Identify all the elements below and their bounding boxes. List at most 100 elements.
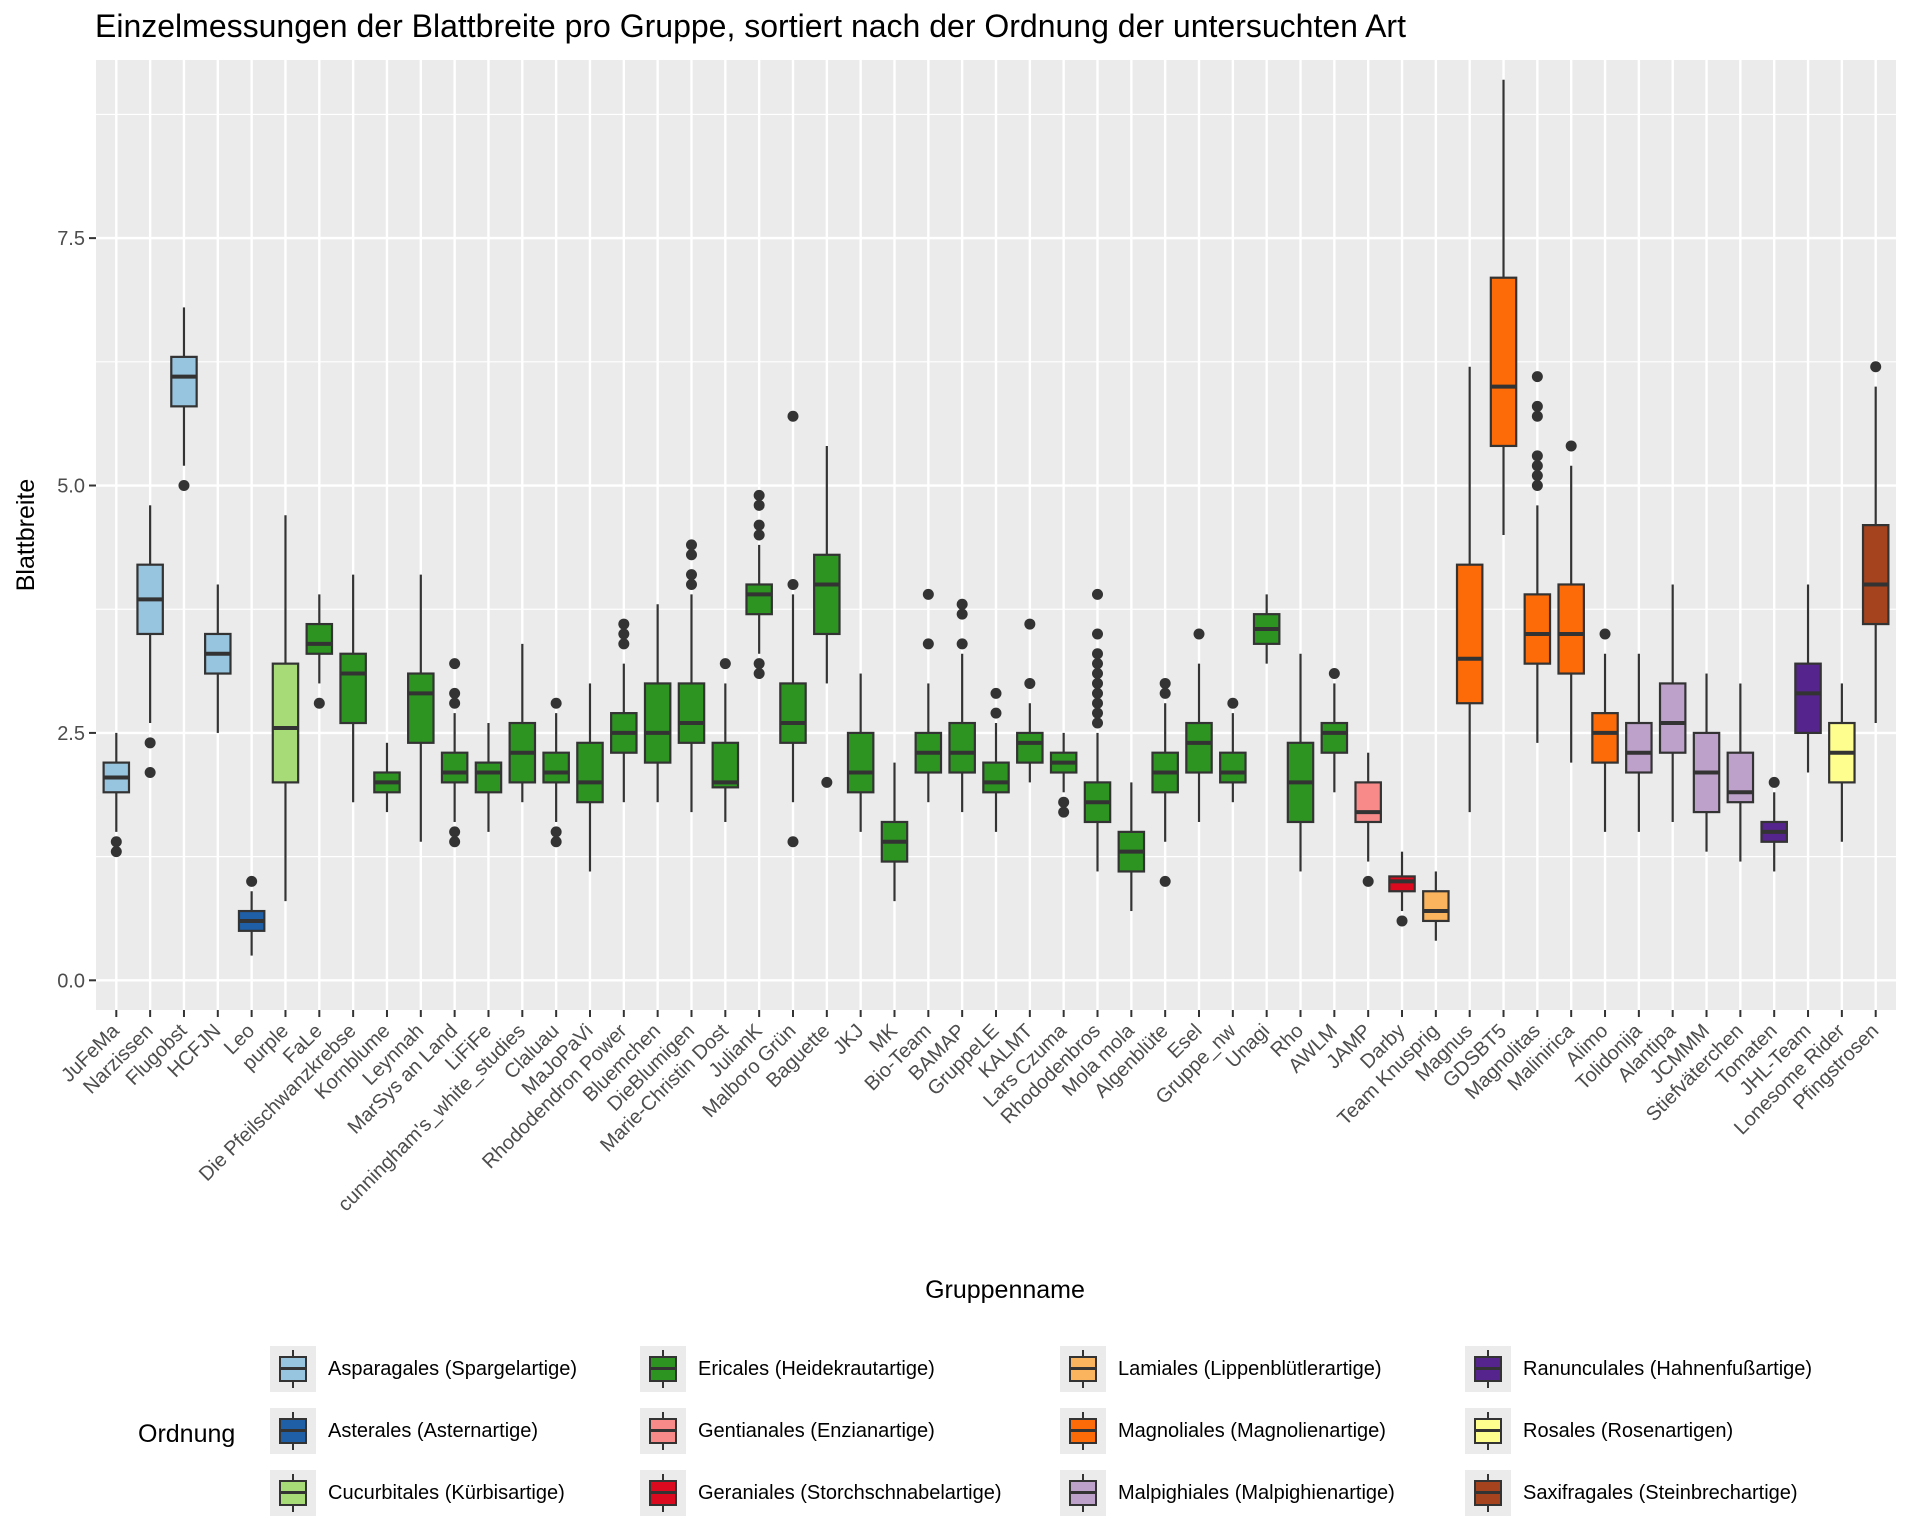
- legend-swatch-icon: [1060, 1470, 1106, 1516]
- outlier-point: [1092, 717, 1104, 729]
- box: [339, 652, 367, 725]
- box-fale: [305, 594, 334, 709]
- box: [1185, 721, 1213, 774]
- outlier-point: [144, 737, 156, 749]
- legend-item: Asparagales (Spargelartige): [270, 1345, 577, 1393]
- box-gruppe-nw: [1219, 697, 1247, 803]
- box-narzissen: [136, 505, 164, 778]
- outlier-point: [787, 578, 799, 590]
- box-algenbl-te: [1151, 677, 1179, 887]
- box: [474, 761, 503, 794]
- box: [846, 731, 875, 794]
- outlier-point: [753, 658, 765, 670]
- outlier-point: [1159, 687, 1171, 699]
- x-axis-title: Gruppenname: [925, 1276, 1085, 1304]
- outlier-point: [1159, 677, 1171, 689]
- outlier-point: [1531, 470, 1543, 482]
- box-alantipa: [1658, 584, 1687, 822]
- box-mk: [880, 762, 909, 902]
- outlier-point: [1092, 588, 1104, 600]
- legend-swatch-icon: [1465, 1470, 1511, 1516]
- box-jkj: [846, 673, 875, 832]
- box-stiefv-terchen: [1726, 683, 1755, 862]
- box-malinirica: [1557, 440, 1585, 763]
- box-leynnah: [407, 574, 435, 842]
- legend-item: Ericales (Heidekrautartige): [640, 1345, 935, 1393]
- x-tick-label: JKJ: [829, 1020, 868, 1059]
- box-unagi: [1252, 594, 1281, 664]
- box-jcmmm: [1692, 673, 1721, 852]
- box-tolidonija: [1625, 653, 1653, 832]
- legend-item: Geraniales (Storchschnabelartige): [640, 1469, 1002, 1517]
- outlier-point: [110, 846, 122, 858]
- box: [1861, 524, 1890, 626]
- box-juliank: [745, 489, 773, 680]
- box-marie-christin-dost: [711, 658, 740, 822]
- box-baguette: [813, 445, 841, 788]
- box: [305, 622, 334, 655]
- outlier-point: [1092, 668, 1104, 680]
- box: [711, 741, 740, 789]
- box: [779, 682, 807, 744]
- box: [1354, 781, 1382, 824]
- box: [271, 662, 300, 784]
- outlier-point: [313, 697, 325, 709]
- box-tomaten: [1760, 776, 1788, 872]
- outlier-point: [753, 519, 765, 531]
- outlier-point: [1531, 450, 1543, 462]
- outlier-point: [719, 658, 731, 670]
- box: [948, 721, 976, 774]
- box-esel: [1185, 628, 1213, 822]
- box-kalmt: [1016, 618, 1044, 783]
- box: [1016, 731, 1044, 764]
- box: [1557, 583, 1585, 675]
- box-gruppele: [982, 687, 1010, 832]
- box: [813, 553, 841, 636]
- outlier-point: [550, 836, 562, 848]
- legend-title: Ordnung: [138, 1420, 236, 1448]
- outlier-point: [753, 499, 765, 511]
- legend-swatch-icon: [1060, 1408, 1106, 1454]
- outlier-point: [449, 658, 461, 670]
- box: [1658, 682, 1687, 754]
- outlier-point: [1362, 875, 1374, 887]
- outlier-point: [618, 618, 630, 630]
- box: [440, 751, 469, 784]
- box-layer: [102, 79, 1890, 956]
- box-marsys-an-land: [440, 658, 469, 848]
- box: [1489, 276, 1518, 448]
- outlier-point: [618, 638, 630, 650]
- box-kornblume: [373, 742, 401, 813]
- box: [1320, 721, 1349, 754]
- legend-item: Saxifragales (Steinbrechartige): [1465, 1469, 1798, 1517]
- legend-swatch-icon: [1060, 1346, 1106, 1392]
- box-lars-czuma: [1049, 732, 1078, 818]
- outlier-point: [144, 767, 156, 778]
- box: [1794, 662, 1822, 735]
- legend-label: Cucurbitales (Kürbisartige): [328, 1481, 565, 1504]
- outlier-point: [246, 875, 258, 887]
- box-rhododendron-power: [610, 618, 638, 803]
- box: [1523, 593, 1552, 665]
- box: [407, 672, 435, 744]
- box-bluemchen: [643, 604, 672, 803]
- box-cunningham-s-white-studies: [508, 643, 537, 803]
- box: [576, 741, 604, 804]
- boxplot-chart: 0.02.55.07.5JuFeMaNarzissenFlugobstHCFJN…: [12, 60, 1896, 1304]
- legend-item: Ranunculales (Hahnenfußartige): [1465, 1345, 1812, 1393]
- box-purple: [271, 515, 300, 902]
- outlier-point: [1599, 628, 1611, 640]
- box-claluau: [542, 697, 570, 848]
- box-jufema: [102, 732, 131, 858]
- legend-item: Rosales (Rosenartigen): [1465, 1407, 1733, 1455]
- outlier-point: [1193, 628, 1205, 640]
- legend-item: Gentianales (Enzianartige): [640, 1407, 935, 1455]
- outlier-point: [550, 826, 562, 838]
- outlier-point: [1092, 687, 1104, 699]
- box-malboro-gr-n: [779, 410, 807, 848]
- y-axis-title: Blattbreite: [12, 479, 40, 592]
- outlier-point: [753, 529, 765, 541]
- box-flugobst: [170, 307, 198, 492]
- outlier-point: [1058, 796, 1070, 808]
- box-alimo: [1591, 628, 1619, 832]
